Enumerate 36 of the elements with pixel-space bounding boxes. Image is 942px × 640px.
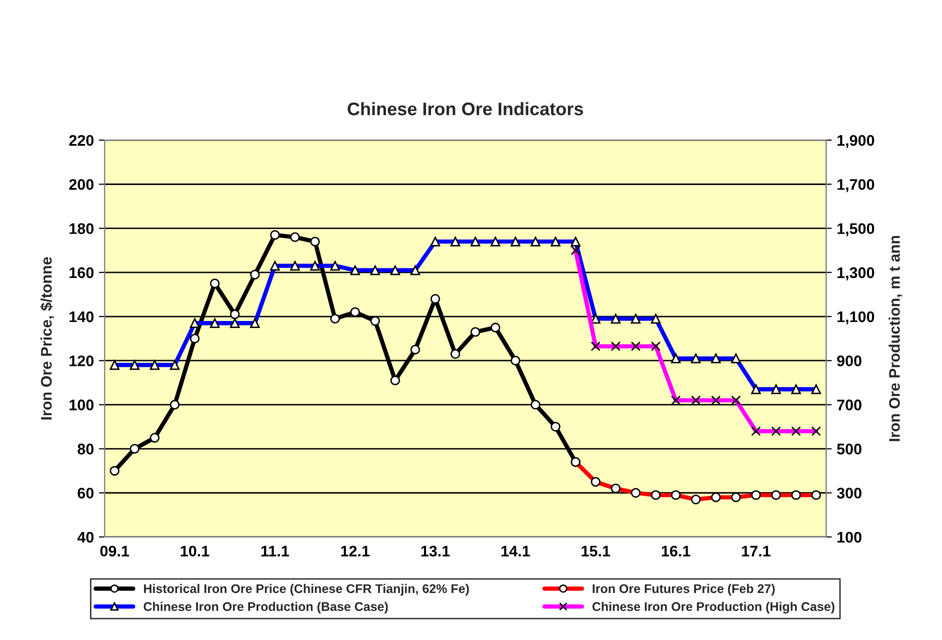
y-tick-label: 220 — [69, 135, 94, 146]
y-tick-label: 80 — [78, 444, 94, 454]
chart-title: Chinese Iron Ore Indicators — [348, 102, 584, 116]
y-tick-label: 100 — [70, 400, 94, 410]
y-tick-label: 140 — [70, 311, 94, 322]
y2-tick-label: 1,300 — [838, 267, 874, 280]
y2-tick-label: 500 — [837, 444, 862, 454]
x-tick-label: 17.1 — [742, 546, 770, 556]
y2-tick-label: 1,700 — [838, 179, 874, 192]
x-tick-label: 10.1 — [180, 546, 210, 557]
y2-tick-label: 1,500 — [838, 223, 874, 236]
y2-tick-label: 100 — [838, 532, 862, 543]
x-tick-label: 11.1 — [261, 546, 289, 556]
legend-label: Chinese Iron Ore Production (High Case) — [592, 602, 834, 614]
x-tick-label: 16.1 — [662, 546, 690, 557]
y2-tick-label: 900 — [837, 355, 862, 366]
y-tick-label: 180 — [70, 223, 94, 234]
y2-tick-label: 1,900 — [838, 135, 874, 148]
x-tick-label: 14.1 — [502, 546, 530, 556]
x-tick-label: 13.1 — [421, 546, 450, 557]
x-tick-label: 12.1 — [341, 546, 370, 556]
y2-axis-title: Iron Ore Production, m t ann — [888, 236, 902, 442]
y-tick-label: 200 — [69, 179, 94, 190]
y-tick-label: 120 — [70, 355, 94, 366]
y-tick-label: 60 — [78, 488, 94, 499]
y2-tick-label: 700 — [837, 400, 862, 410]
legend-label: Chinese Iron Ore Production (Base Case) — [144, 602, 388, 614]
x-tick-label: 09.1 — [100, 546, 130, 557]
y2-tick-label: 300 — [836, 488, 862, 499]
y-tick-label: 40 — [77, 532, 94, 543]
y-axis-title: Iron Ore Price, $/tonne — [40, 257, 54, 420]
y2-tick-label: 1,100 — [838, 311, 874, 324]
x-tick-label: 15.1 — [582, 546, 610, 557]
legend-label: Historical Iron Ore Price (Chinese CFR Tianjin, 62% Fe) — [144, 584, 469, 596]
y-tick-label: 160 — [70, 267, 94, 278]
legend-label: Iron Ore Futures Price (Feb 27) — [592, 584, 775, 596]
